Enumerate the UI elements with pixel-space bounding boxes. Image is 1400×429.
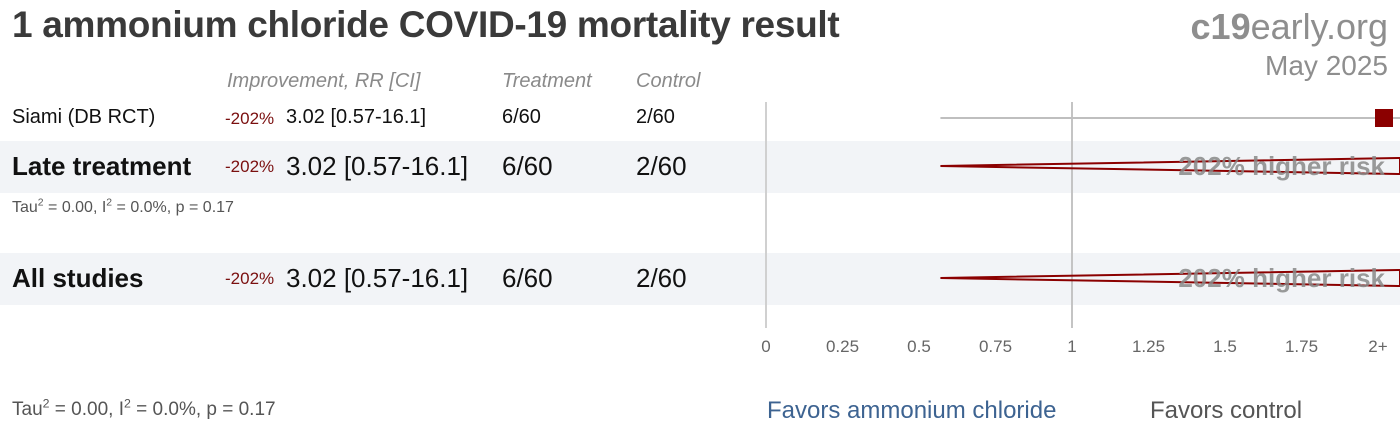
favors-control-label: Favors control xyxy=(1150,397,1303,424)
favors-treatment-label: Favors ammonium chloride xyxy=(767,397,1057,424)
study-treatment: 6/60 xyxy=(502,106,541,128)
risk-label: 202% higher risk xyxy=(1178,151,1385,181)
axis-lines xyxy=(765,102,1073,328)
overall-heterogeneity-stats: Tau2 = 0.00, I2 = 0.0%, p = 0.17 xyxy=(12,396,276,420)
late-control-count: 2/60 xyxy=(636,151,687,181)
x-tick-label: 1.5 xyxy=(1213,337,1237,356)
brand-suffix: early.org xyxy=(1250,6,1388,47)
risk-label: 202% higher risk xyxy=(1178,263,1385,293)
pooled-diamond xyxy=(940,156,1400,176)
late-heterogeneity-stats: Tau2 = 0.00, I2 = 0.0%, p = 0.17 xyxy=(12,197,234,216)
late-treatment-band xyxy=(0,141,1400,193)
page-title: 1 ammonium chloride COVID-19 mortality r… xyxy=(12,4,840,45)
x-tick-label: 2+ xyxy=(1368,337,1387,356)
x-tick-label: 1 xyxy=(1067,337,1076,356)
study-improvement: -202% xyxy=(225,109,275,128)
x-tick-label: 0.25 xyxy=(826,337,859,356)
col-header-control: Control xyxy=(636,70,701,92)
study-control: 2/60 xyxy=(636,106,675,128)
pooled-diamond xyxy=(940,268,1400,288)
col-header-improvement: Improvement, RR [CI] xyxy=(227,70,421,92)
x-tick-label: 0.75 xyxy=(979,337,1012,356)
all-control-count: 2/60 xyxy=(636,263,687,293)
all-studies-label: All studies xyxy=(12,263,144,293)
brand-prefix: c19 xyxy=(1190,6,1251,47)
late-rr: 3.02 [0.57-16.1] xyxy=(286,151,469,181)
late-improvement: -202% xyxy=(225,157,275,176)
date-label: May 2025 xyxy=(1265,50,1388,81)
x-tick-label: 1.25 xyxy=(1132,337,1165,356)
x-tick-label: 1.75 xyxy=(1285,337,1318,356)
all-improvement: -202% xyxy=(225,269,275,288)
plot-marks: 202% higher risk 202% higher risk xyxy=(940,109,1400,293)
late-treatment-label: Late treatment xyxy=(12,151,192,181)
col-header-treatment: Treatment xyxy=(502,70,592,92)
study-rr: 3.02 [0.57-16.1] xyxy=(286,106,427,128)
brand-logo[interactable]: c19early.org xyxy=(1191,6,1388,48)
all-treatment-count: 6/60 xyxy=(502,263,553,293)
study-name[interactable]: Siami (DB RCT) xyxy=(12,106,156,128)
x-tick-label: 0 xyxy=(761,337,770,356)
x-tick-label: 0.5 xyxy=(907,337,931,356)
all-rr: 3.02 [0.57-16.1] xyxy=(286,263,469,293)
all-studies-band xyxy=(0,253,1400,305)
study-marker xyxy=(1375,109,1393,127)
late-treatment-count: 6/60 xyxy=(502,151,553,181)
axis-tick-labels: 0 0.25 0.5 0.75 1 1.25 1.5 1.75 2+ xyxy=(761,337,1387,356)
